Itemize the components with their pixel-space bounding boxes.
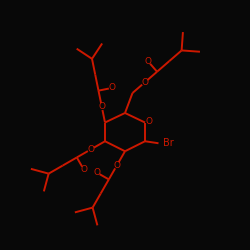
Text: O: O [144, 57, 152, 66]
Text: O: O [98, 102, 105, 111]
Text: O: O [108, 84, 116, 92]
Text: O: O [114, 161, 120, 170]
Text: O: O [141, 78, 148, 87]
Text: O: O [93, 168, 100, 177]
Text: Br: Br [164, 138, 174, 148]
Text: O: O [146, 117, 153, 126]
Text: O: O [88, 145, 94, 154]
Text: O: O [80, 165, 87, 174]
